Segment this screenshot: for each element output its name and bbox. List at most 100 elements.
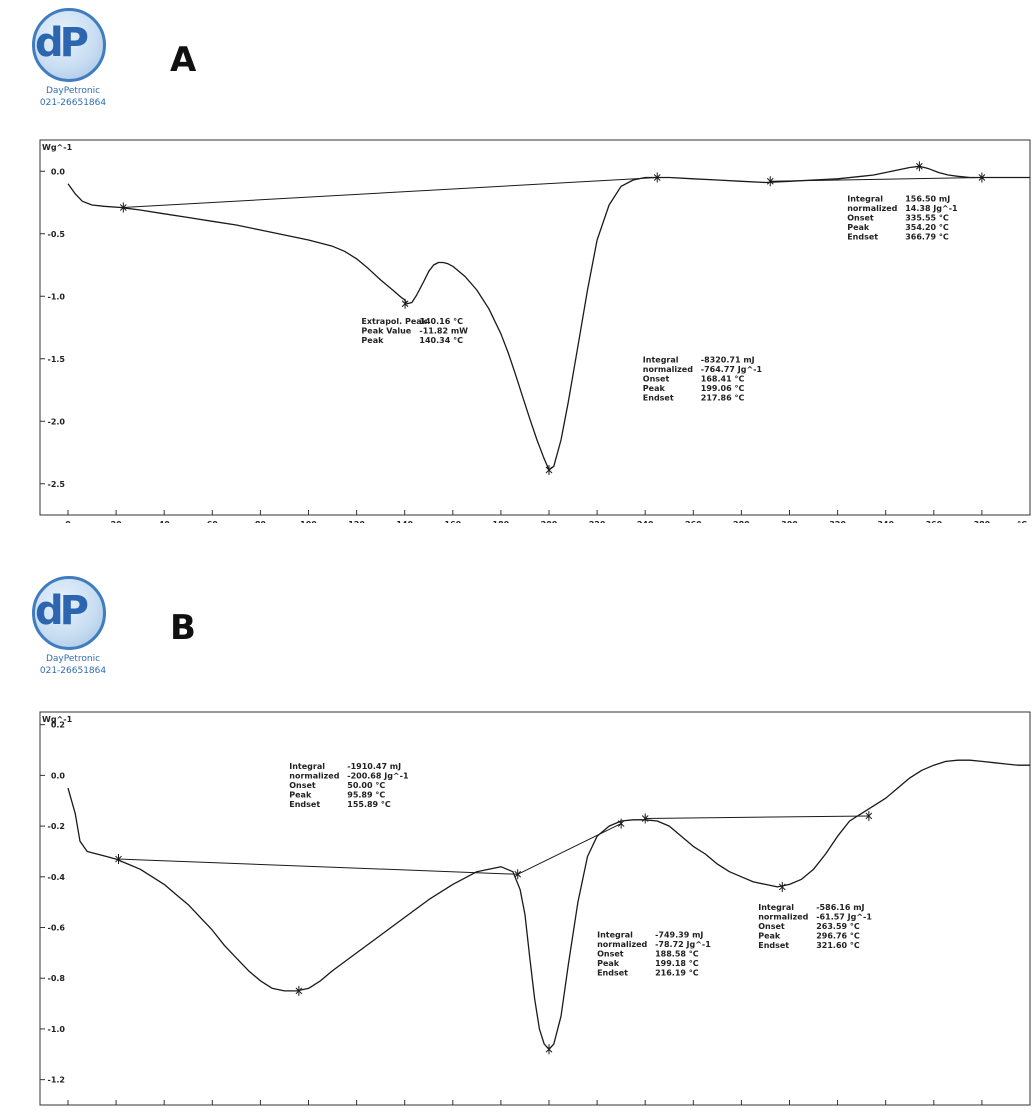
curve-marker [916, 161, 923, 172]
x-tick-label: 120 [348, 520, 365, 523]
curve-marker [766, 176, 774, 187]
annotation-key: Integral [597, 931, 633, 940]
curve-marker [401, 298, 409, 309]
annotation-value: 354.20 °C [905, 223, 949, 232]
annotation-key: Integral [289, 762, 325, 771]
annotation-value: 95.89 °C [347, 791, 385, 800]
y-axis-label: Wg^-1 [42, 143, 73, 152]
logo-monogram-icon: dP [35, 588, 89, 634]
curve-marker [295, 985, 303, 996]
daypetronic-logo: dP DayPetronic 021-26651864 [22, 8, 122, 118]
annotation-value: 199.18 °C [655, 959, 699, 968]
annotation-key: Onset [847, 213, 874, 222]
annotation-value: -764.77 Jg^-1 [701, 365, 763, 374]
x-tick-label: 240 [637, 520, 654, 523]
annotation-key: normalized [758, 912, 808, 921]
annotation-key: Onset [289, 781, 316, 790]
x-tick-label: 380 [974, 520, 991, 523]
x-tick-label: 0 [65, 520, 71, 523]
plot-frame [39, 139, 1031, 516]
y-tick-label: -1.0 [48, 1025, 66, 1034]
annotation-value: 168.41 °C [701, 375, 745, 384]
annotation-key: normalized [289, 772, 339, 781]
x-tick-label: 200 [541, 520, 558, 523]
logo-phone: 021-26651864 [39, 666, 107, 676]
dsc-curve [67, 759, 1030, 1050]
y-tick-label: 0.0 [51, 771, 66, 780]
y-tick-label: -0.6 [48, 924, 66, 933]
x-tick-label: 180 [493, 520, 510, 523]
annotation-value: 156.50 mJ [905, 194, 950, 203]
annotation-value: 155.89 °C [347, 800, 391, 809]
annotation-value: 335.55 °C [905, 213, 949, 222]
annotation-key: Endset [847, 232, 878, 241]
panel-label: A [170, 40, 197, 80]
annotation-value: 14.38 Jg^-1 [905, 204, 958, 213]
annotation-value: -61.57 Jg^-1 [816, 912, 872, 921]
y-tick-label: -0.8 [48, 974, 66, 983]
x-tick-label: 80 [255, 520, 267, 523]
y-tick-label: -2.0 [48, 417, 66, 426]
logo-name: DayPetronic [45, 654, 101, 664]
annotation-value: 217.86 °C [701, 394, 745, 403]
dsc-chart-a: Wg^-1 0.0 -0.5 -1.0 -1.5 -2.0 -2.5 0 20 40 60 80 100… [39, 139, 1031, 523]
x-tick-label: 40 [159, 520, 171, 523]
panel-b: dP DayPetronic 021-26651864 B Wg^-1 0.2 0.… [0, 568, 1032, 1112]
x-tick-label: 280 [733, 520, 750, 523]
x-tick-label: 320 [829, 520, 846, 523]
peak-annotation: Integral 156.50 mJ normalized 14.38 Jg^-1 O… [847, 194, 958, 241]
x-axis-unit: °C [1017, 520, 1027, 523]
annotation-key: normalized [847, 204, 897, 213]
annotation-value: -78.72 Jg^-1 [655, 940, 711, 949]
y-tick-label: 0.2 [51, 721, 65, 730]
annotation-key: Peak [361, 336, 384, 345]
x-tick-label: 340 [877, 520, 894, 523]
x-tick-label: 160 [444, 520, 461, 523]
peak-annotation: Integral -1910.47 mJ normalized -200.68 Jg… [289, 762, 409, 809]
logo-monogram-icon: dP [35, 20, 89, 66]
annotation-key: Integral [847, 194, 883, 203]
x-tick-label: 360 [925, 520, 942, 523]
annotation-key: Endset [643, 394, 674, 403]
curve-marker [653, 172, 661, 183]
annotation-key: Peak [289, 791, 312, 800]
y-tick-label: -2.5 [48, 480, 66, 489]
logo-badge-icon [32, 576, 106, 650]
annotation-key: Endset [289, 800, 320, 809]
annotation-value: -11.82 mW [419, 326, 468, 335]
x-tick-label: 100 [300, 520, 317, 523]
annotation-key: Endset [758, 941, 789, 950]
annotation-key: Extrapol. Peak [361, 317, 427, 326]
y-tick-label: -0.2 [48, 822, 66, 831]
logo-badge-icon [32, 8, 106, 82]
annotation-key: Onset [758, 922, 785, 931]
plot-frame [39, 711, 1031, 1106]
peak-annotation: Integral -749.39 mJ normalized -78.72 Jg^-… [597, 931, 711, 978]
annotation-key: Peak [643, 384, 666, 393]
x-tick-label: 300 [781, 520, 798, 523]
curve-marker [545, 465, 553, 475]
annotation-value: 296.76 °C [816, 931, 860, 940]
annotation-value: 50.00 °C [347, 781, 385, 790]
annotation-key: Peak [847, 223, 870, 232]
y-axis-label: Wg^-1 [42, 715, 73, 724]
panel-a: dP DayPetronic 021-26651864 A Wg^-1 0.0 -0… [0, 0, 1032, 540]
annotation-value: -8320.71 mJ [701, 356, 755, 365]
curve-marker [641, 813, 649, 824]
x-tick-label: 20 [111, 520, 123, 523]
annotation-value: 366.79 °C [905, 232, 949, 241]
peak-annotation: Integral -8320.71 mJ normalized -764.77 Jg… [643, 356, 763, 403]
y-tick-label: -1.2 [48, 1076, 66, 1085]
annotation-key: normalized [597, 940, 647, 949]
integration-baseline [517, 823, 622, 875]
daypetronic-logo: dP DayPetronic 021-26651864 [22, 576, 122, 686]
y-tick-label: -1.5 [48, 355, 66, 364]
annotation-value: -200.68 Jg^-1 [347, 772, 409, 781]
curve-marker [778, 881, 786, 892]
integration-baseline [123, 177, 658, 208]
dsc-curve [67, 165, 1030, 471]
curve-marker [617, 818, 625, 829]
annotation-value: 263.59 °C [816, 922, 860, 931]
annotation-value: 199.06 °C [701, 384, 745, 393]
annotation-value: 216.19 °C [655, 969, 699, 978]
